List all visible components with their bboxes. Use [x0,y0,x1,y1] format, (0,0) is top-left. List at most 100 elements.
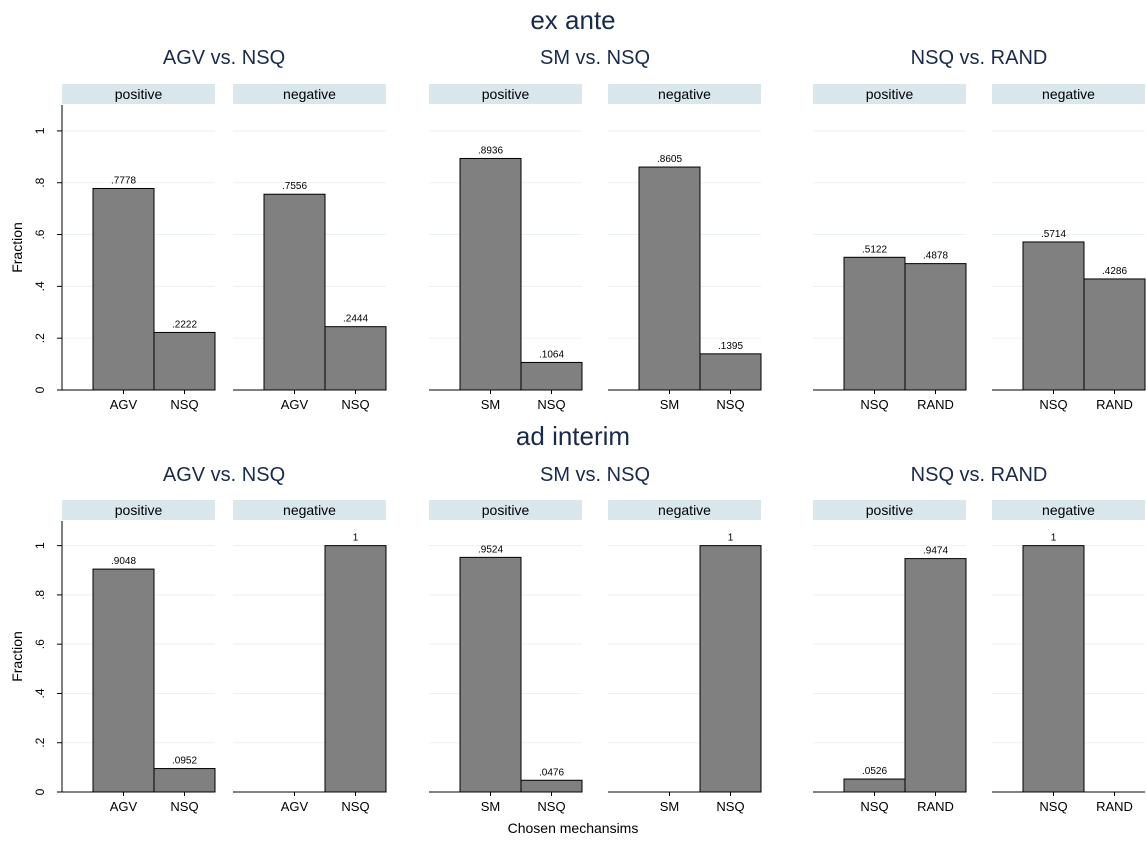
x-axis-label: Chosen mechansims [508,820,639,836]
strip-label-1-1-1: negative [658,502,711,518]
x-tick-label-0-1-0-1: NSQ [537,397,565,412]
bar-0-1-0-0 [459,157,522,391]
bar-0-2-1-1 [1083,278,1146,391]
x-tick-label-0-2-0-0: NSQ [860,397,888,412]
strip-label-0-1-1: negative [658,86,711,102]
x-tick-label-1-2-1-0: NSQ [1039,799,1067,814]
strip-1-1-0 [429,500,582,520]
strip-0-2-1 [992,84,1145,104]
strip-1-0-0 [62,500,215,520]
y-tick-label-0-5: 1 [33,127,47,134]
value-label-1-2-0-1: .9474 [923,546,948,557]
strip-label-1-0-0: positive [115,502,163,518]
x-tick-label-0-2-1-0: NSQ [1039,397,1067,412]
x-tick-label-0-0-1-0: AGV [281,397,309,412]
x-tick-label-1-1-0-0: SM [481,799,501,814]
bar-0-1-0-1 [520,361,583,391]
group-title-0-0: AGV vs. NSQ [163,47,285,69]
bar-1-0-0-0 [92,568,155,793]
bar-1-1-0-1 [520,779,583,793]
strip-label-1-2-1: negative [1042,502,1095,518]
value-label-0-1-0-1: .1064 [539,349,564,360]
value-label-0-1-0-0: .8936 [478,145,503,156]
strip-0-0-1 [233,84,386,104]
y-tick-label-1-5: 1 [33,542,47,549]
bar-1-0-0-1 [153,768,216,793]
value-label-1-2-0-0: .0526 [862,766,887,777]
group-title-1-2: NSQ vs. RAND [911,464,1048,486]
y-axis-label-1: Fraction [9,631,25,682]
y-tick-label-1-0: 0 [33,788,47,795]
x-tick-label-0-2-0-1: RAND [917,397,954,412]
strip-1-0-1 [233,500,386,520]
value-label-1-0-1-1: 1 [353,533,359,544]
y-tick-label-0-1: .2 [33,333,47,343]
x-tick-label-0-1-1-0: SM [660,397,680,412]
y-axis-label-0: Fraction [9,222,25,273]
strip-0-1-0 [429,84,582,104]
strip-label-1-0-1: negative [283,502,336,518]
group-title-1-0: AGV vs. NSQ [163,464,285,486]
bar-0-0-0-1 [153,331,216,391]
y-tick-label-0-0: 0 [33,386,47,393]
y-tick-label-0-4: .8 [33,177,47,187]
value-label-0-0-0-1: .2222 [172,319,197,330]
value-label-0-2-1-1: .4286 [1102,266,1127,277]
strip-label-1-1-0: positive [482,502,530,518]
bar-1-2-0-0 [843,778,906,793]
x-tick-label-0-1-0-0: SM [481,397,501,412]
y-tick-label-0-3: .6 [33,229,47,239]
value-label-0-2-1-0: .5714 [1041,229,1066,240]
group-title-1-1: SM vs. NSQ [540,464,650,486]
strip-label-1-2-0: positive [866,502,914,518]
x-tick-label-1-1-1-1: NSQ [716,799,744,814]
y-tick-label-0-2: .4 [33,281,47,291]
strip-label-0-1-0: positive [482,86,530,102]
group-title-0-2: NSQ vs. RAND [911,47,1048,69]
bar-0-0-1-0 [263,193,326,391]
strip-label-0-2-1: negative [1042,86,1095,102]
strip-1-2-0 [813,500,966,520]
x-tick-label-1-0-1-1: NSQ [341,799,369,814]
value-label-0-1-1-0: .8605 [657,154,682,165]
x-tick-label-1-2-0-0: NSQ [860,799,888,814]
strip-1-2-1 [992,500,1145,520]
row-title-1: ad interim [516,421,630,451]
value-label-1-1-1-1: 1 [728,533,734,544]
x-tick-label-1-1-0-1: NSQ [537,799,565,814]
x-tick-label-0-0-0-1: NSQ [170,397,198,412]
y-tick-label-1-2: .4 [33,688,47,698]
bar-0-2-0-1 [904,263,967,391]
x-tick-label-1-2-1-1: RAND [1096,799,1133,814]
strip-1-1-1 [608,500,761,520]
x-tick-label-1-0-0-1: NSQ [170,799,198,814]
x-tick-label-0-0-0-0: AGV [110,397,138,412]
bar-0-0-0-0 [92,187,155,391]
value-label-0-0-0-0: .7778 [111,175,136,186]
bar-1-1-1-1 [699,545,762,793]
strip-0-2-0 [813,84,966,104]
x-tick-label-1-0-1-0: AGV [281,799,309,814]
value-label-1-1-0-1: .0476 [539,767,564,778]
x-tick-label-0-2-1-1: RAND [1096,397,1133,412]
y-tick-label-1-4: .8 [33,590,47,600]
value-label-0-1-1-1: .1395 [718,341,743,352]
value-label-1-2-1-0: 1 [1051,533,1057,544]
bar-1-1-0-0 [459,556,522,793]
strip-0-1-1 [608,84,761,104]
x-tick-label-1-1-1-0: SM [660,799,680,814]
bar-1-0-1-1 [324,545,387,793]
value-label-1-0-0-1: .0952 [172,756,197,767]
strip-label-0-0-1: negative [283,86,336,102]
bar-0-2-1-0 [1022,241,1085,391]
row-title-0: ex ante [530,5,615,35]
bar-0-2-0-0 [843,256,906,391]
strip-0-0-0 [62,84,215,104]
bar-1-2-0-1 [904,558,967,793]
strip-label-0-2-0: positive [866,86,914,102]
bar-0-0-1-1 [324,326,387,391]
bar-0-1-1-1 [699,353,762,391]
value-label-0-0-1-0: .7556 [282,181,307,192]
